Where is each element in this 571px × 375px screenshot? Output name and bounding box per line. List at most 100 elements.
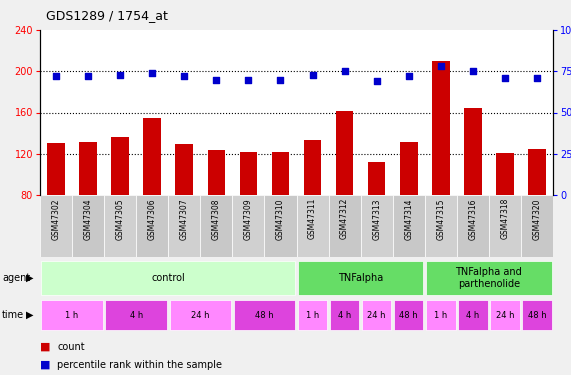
- Text: 24 h: 24 h: [191, 310, 210, 320]
- Bar: [264, 195, 296, 257]
- Text: GSM47314: GSM47314: [404, 198, 413, 240]
- Bar: [457, 195, 489, 257]
- Bar: [41, 300, 103, 330]
- Point: [372, 78, 381, 84]
- Text: 4 h: 4 h: [338, 310, 351, 320]
- Bar: [200, 195, 232, 257]
- Point: [340, 68, 349, 74]
- Point: [308, 72, 317, 78]
- Text: 4 h: 4 h: [130, 310, 143, 320]
- Bar: [298, 261, 424, 296]
- Text: GSM47313: GSM47313: [372, 198, 381, 240]
- Text: GSM47302: GSM47302: [51, 198, 61, 240]
- Text: GSM47305: GSM47305: [116, 198, 124, 240]
- Text: ■: ■: [40, 342, 50, 352]
- Text: percentile rank within the sample: percentile rank within the sample: [57, 360, 222, 370]
- Point: [468, 68, 477, 74]
- Bar: [490, 300, 520, 330]
- Text: 1 h: 1 h: [434, 310, 448, 320]
- Bar: [79, 142, 97, 195]
- Point: [51, 73, 61, 79]
- Bar: [426, 261, 552, 296]
- Bar: [232, 195, 264, 257]
- Text: GSM47320: GSM47320: [533, 198, 541, 240]
- Text: GSM47311: GSM47311: [308, 198, 317, 240]
- Text: 24 h: 24 h: [496, 310, 514, 320]
- Bar: [458, 300, 488, 330]
- Bar: [234, 300, 295, 330]
- Text: 48 h: 48 h: [255, 310, 274, 320]
- Bar: [111, 137, 129, 195]
- Bar: [170, 300, 231, 330]
- Text: TNFalpha and
parthenolide: TNFalpha and parthenolide: [456, 267, 522, 289]
- Point: [212, 76, 221, 82]
- Bar: [272, 152, 289, 195]
- Point: [115, 72, 124, 78]
- Bar: [104, 195, 136, 257]
- Text: ▶: ▶: [26, 310, 34, 320]
- Bar: [400, 142, 417, 195]
- Bar: [393, 195, 425, 257]
- Text: GSM47316: GSM47316: [468, 198, 477, 240]
- Bar: [207, 150, 225, 195]
- Bar: [106, 300, 167, 330]
- Point: [148, 70, 157, 76]
- Bar: [361, 195, 393, 257]
- Bar: [521, 195, 553, 257]
- Text: 48 h: 48 h: [528, 310, 546, 320]
- Bar: [496, 153, 514, 195]
- Bar: [464, 108, 482, 195]
- Point: [436, 63, 445, 69]
- Point: [83, 73, 93, 79]
- Text: ■: ■: [40, 360, 50, 370]
- Text: GSM47309: GSM47309: [244, 198, 253, 240]
- Bar: [298, 300, 327, 330]
- Bar: [143, 118, 161, 195]
- Bar: [432, 61, 449, 195]
- Text: GSM47304: GSM47304: [83, 198, 93, 240]
- Text: GSM47318: GSM47318: [500, 198, 509, 240]
- Bar: [240, 152, 257, 195]
- Bar: [330, 300, 359, 330]
- Text: 4 h: 4 h: [466, 310, 480, 320]
- Text: count: count: [57, 342, 85, 352]
- Bar: [522, 300, 552, 330]
- Text: GSM47308: GSM47308: [212, 198, 221, 240]
- Bar: [47, 144, 65, 195]
- Point: [244, 76, 253, 82]
- Point: [532, 75, 541, 81]
- Bar: [362, 300, 391, 330]
- Bar: [304, 140, 321, 195]
- Bar: [426, 300, 456, 330]
- Point: [276, 76, 285, 82]
- Bar: [394, 300, 424, 330]
- Bar: [40, 195, 72, 257]
- Point: [404, 73, 413, 79]
- Text: 48 h: 48 h: [399, 310, 418, 320]
- Text: ▶: ▶: [26, 273, 34, 283]
- Text: control: control: [151, 273, 185, 283]
- Bar: [41, 261, 295, 296]
- Text: GSM47307: GSM47307: [180, 198, 189, 240]
- Bar: [72, 195, 104, 257]
- Text: GSM47306: GSM47306: [148, 198, 156, 240]
- Point: [500, 75, 509, 81]
- Text: 1 h: 1 h: [66, 310, 79, 320]
- Text: GSM47310: GSM47310: [276, 198, 285, 240]
- Bar: [175, 144, 193, 195]
- Text: 1 h: 1 h: [306, 310, 319, 320]
- Bar: [368, 162, 385, 195]
- Bar: [296, 195, 328, 257]
- Text: GSM47315: GSM47315: [436, 198, 445, 240]
- Text: time: time: [2, 310, 24, 320]
- Text: GSM47312: GSM47312: [340, 198, 349, 240]
- Text: TNFalpha: TNFalpha: [338, 273, 383, 283]
- Point: [180, 73, 189, 79]
- Bar: [336, 111, 353, 195]
- Bar: [136, 195, 168, 257]
- Text: 24 h: 24 h: [367, 310, 386, 320]
- Bar: [425, 195, 457, 257]
- Bar: [168, 195, 200, 257]
- Text: GDS1289 / 1754_at: GDS1289 / 1754_at: [46, 9, 167, 22]
- Bar: [489, 195, 521, 257]
